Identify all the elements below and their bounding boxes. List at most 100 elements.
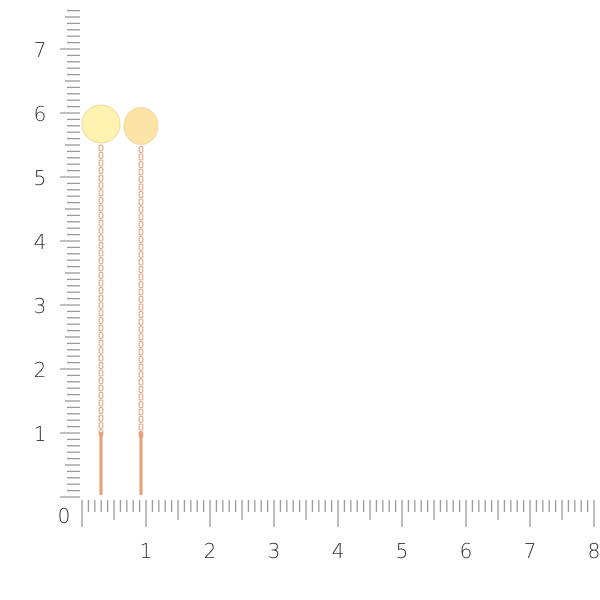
chain-link [138, 370, 144, 379]
vertical-ruler-label: 7 [34, 38, 47, 62]
disc-charm [81, 104, 121, 144]
chain-link [138, 175, 144, 184]
chain-link [98, 331, 104, 340]
ruler-ticks [60, 9, 595, 527]
vertical-ruler-label: 3 [34, 294, 47, 318]
chain-link [98, 414, 104, 422]
chain-link [138, 205, 144, 214]
vertical-ruler-label: 4 [34, 230, 47, 254]
chain-link [138, 265, 144, 274]
chain-link [98, 301, 104, 310]
chain-link [138, 400, 144, 409]
chain-link [138, 220, 144, 229]
disc-charm [123, 107, 159, 145]
chain-link [98, 234, 104, 242]
vertical-ruler-label: 0 [58, 504, 71, 528]
chain-link [138, 318, 144, 326]
chain-link [138, 280, 144, 289]
chain-link [98, 181, 104, 190]
chain-link [138, 190, 144, 199]
chain-link [138, 258, 144, 266]
chain-link [138, 235, 144, 244]
chain-link [138, 153, 144, 161]
earrings [81, 104, 159, 495]
vertical-ruler-labels: 0 1 2 3 4 5 6 7 [34, 38, 71, 528]
chain-link [138, 423, 144, 431]
chain-link [98, 219, 104, 227]
earring-left [81, 104, 121, 495]
horizontal-ruler-label: 6 [460, 539, 473, 563]
chain-link [138, 243, 144, 251]
chain-link [98, 399, 104, 407]
chain-link [98, 294, 104, 302]
chain-link [138, 355, 144, 364]
horizontal-ruler-label: 8 [588, 539, 600, 563]
chain-link [138, 160, 144, 169]
chain-link [138, 310, 144, 319]
chain-link [98, 151, 104, 160]
chain-link [138, 415, 144, 424]
threader-bar [139, 432, 143, 495]
chain-link [98, 339, 104, 347]
threader-bar [99, 432, 103, 495]
chain-link [98, 166, 104, 175]
chain-link [138, 168, 144, 176]
chain-link [138, 385, 144, 394]
chain-link [98, 369, 104, 377]
chain-link [138, 393, 144, 401]
chain-link [98, 376, 104, 385]
horizontal-ruler-label: 1 [140, 539, 153, 563]
chain-link [98, 361, 104, 370]
chain-link [138, 348, 144, 356]
chain-link [98, 226, 104, 235]
chain-link [98, 264, 104, 272]
chain-link [138, 325, 144, 334]
chain-link [138, 250, 144, 259]
earring-right [123, 107, 159, 495]
vertical-ruler-label: 2 [34, 358, 47, 382]
chain-link [138, 340, 144, 349]
chain-link [98, 189, 104, 197]
chain-link [98, 391, 104, 400]
chain-link [98, 196, 104, 205]
vertical-ruler-label: 1 [34, 422, 47, 446]
horizontal-ruler-labels: 1 2 3 4 5 6 7 8 [140, 539, 600, 563]
chain-link [98, 241, 104, 250]
chain-link [138, 408, 144, 416]
chain-link [138, 213, 144, 221]
chain-link [98, 256, 104, 265]
chain-link [98, 346, 104, 355]
chain-link [98, 211, 104, 220]
chain-link [98, 286, 104, 295]
horizontal-ruler-label: 7 [524, 539, 537, 563]
chain-link [98, 174, 104, 182]
horizontal-ruler-label: 5 [396, 539, 409, 563]
chain-link [138, 228, 144, 236]
chain-link [138, 198, 144, 206]
chain-link [98, 144, 104, 152]
chain-link [138, 288, 144, 296]
chain-link [138, 273, 144, 281]
horizontal-ruler-label: 4 [332, 539, 345, 563]
chain-link [138, 303, 144, 311]
chain-link [98, 384, 104, 392]
vertical-ruler-label: 6 [34, 102, 47, 126]
chain-link [98, 271, 104, 280]
chain-link [98, 421, 104, 430]
chain-link [98, 204, 104, 212]
chain-link [98, 249, 104, 257]
chain-link [98, 309, 104, 317]
chain-link [98, 316, 104, 325]
horizontal-ruler-label: 3 [268, 539, 281, 563]
chain-link [98, 324, 104, 332]
horizontal-ruler-label: 2 [204, 539, 217, 563]
vertical-ruler-label: 5 [34, 166, 47, 190]
chain-link [138, 333, 144, 341]
chain-link [138, 363, 144, 371]
chain-link [138, 295, 144, 304]
chain-link [98, 354, 104, 362]
chain-link [98, 406, 104, 415]
chain-link [138, 145, 144, 154]
